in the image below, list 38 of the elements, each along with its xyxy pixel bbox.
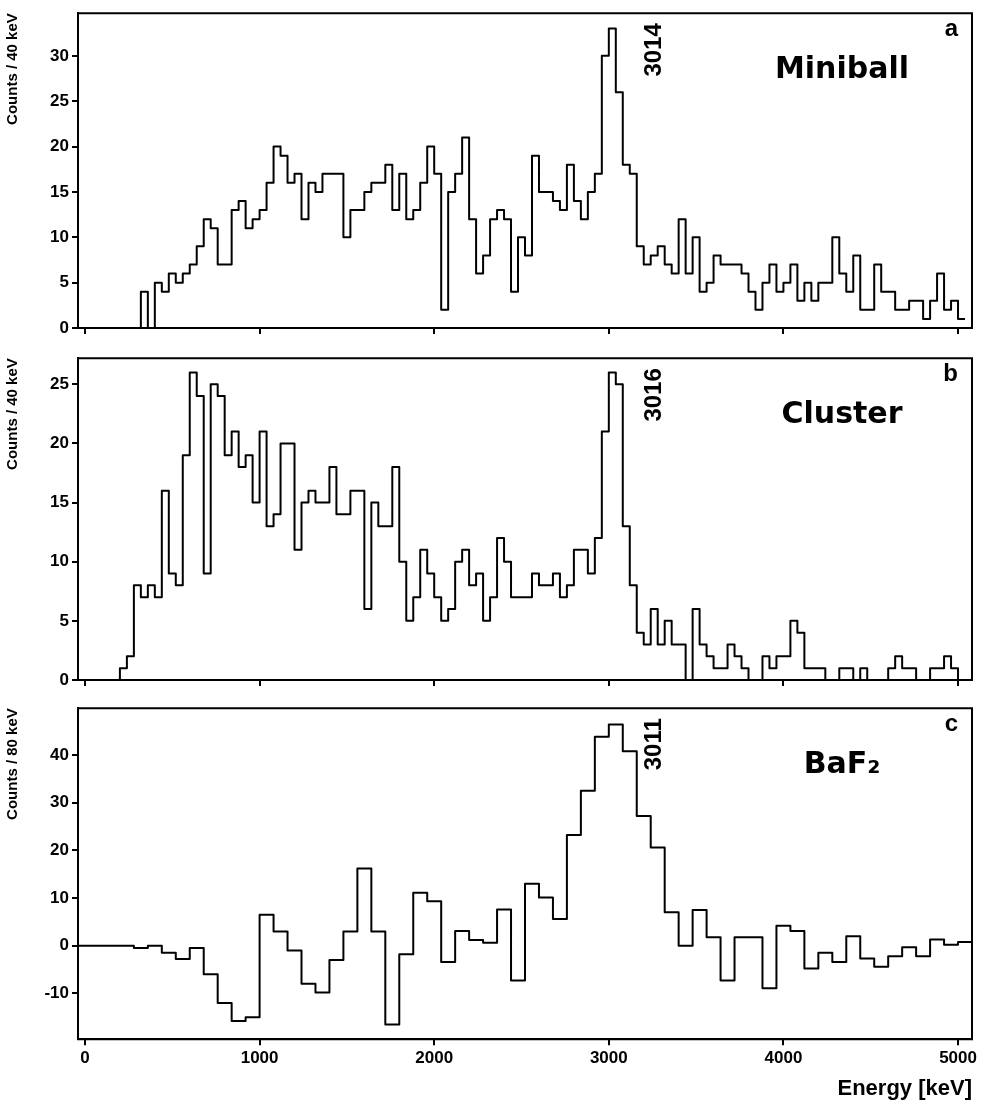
x-axis-title: Energy [keV] [837, 1074, 972, 1100]
y-tick-label: 25 [50, 373, 69, 393]
annotation: c [944, 708, 958, 736]
annotation: a [944, 13, 959, 41]
y-tick-label: 20 [50, 840, 69, 860]
x-tick-label: 1000 [240, 1048, 279, 1068]
annotation: b [943, 358, 958, 386]
y-tick-label: 20 [50, 433, 69, 453]
y-tick-label: 15 [50, 181, 69, 201]
x-tick-label: 4000 [764, 1048, 803, 1068]
text: Cluster [781, 395, 903, 430]
y-tick-label: 10 [50, 226, 69, 246]
x-tick-label: 3000 [589, 1048, 628, 1068]
annotation: 3016 [639, 368, 667, 422]
y-tick-label: 10 [50, 887, 69, 907]
y-tick-label: 15 [50, 492, 69, 512]
y-tick-label: 10 [50, 551, 69, 571]
text: Miniball [774, 50, 910, 85]
x-tick-label: 2000 [415, 1048, 454, 1068]
y-tick-label: 0 [59, 935, 69, 955]
x-tick-label: 0 [80, 1048, 90, 1068]
y-axis-title: Counts / 80 keV [3, 708, 21, 820]
text: BaF₂ [803, 745, 881, 780]
y-tick-label: 5 [59, 272, 69, 292]
y-tick-label: 20 [50, 136, 69, 156]
annotation: 3011 [639, 718, 667, 771]
y-tick-label: 30 [50, 45, 69, 65]
y-tick-label: 30 [50, 792, 69, 812]
y-tick-label: 5 [59, 610, 69, 630]
y-tick-label: 25 [50, 90, 69, 110]
y-axis-title: Counts / 40 keV [3, 13, 21, 125]
x-tick-label: 5000 [939, 1048, 977, 1068]
y-tick-label: 0 [59, 669, 69, 689]
y-tick-label: 0 [59, 317, 69, 337]
annotation: 3014 [639, 22, 667, 77]
y-tick-label: 40 [50, 744, 69, 764]
y-tick-label: -10 [44, 983, 69, 1003]
y-axis-title: Counts / 40 keV [3, 358, 21, 470]
